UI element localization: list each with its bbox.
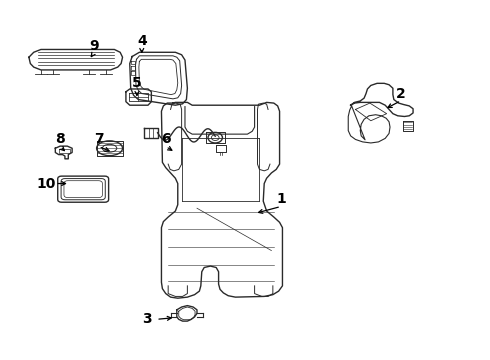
Text: 1: 1 bbox=[276, 192, 286, 206]
Text: 4: 4 bbox=[137, 33, 147, 48]
Text: 9: 9 bbox=[89, 39, 98, 53]
Text: 8: 8 bbox=[55, 132, 65, 147]
Text: 7: 7 bbox=[94, 132, 103, 147]
Text: 10: 10 bbox=[36, 176, 55, 190]
Text: 5: 5 bbox=[132, 76, 142, 90]
Text: 6: 6 bbox=[161, 132, 171, 147]
Text: 3: 3 bbox=[142, 312, 151, 327]
Text: 2: 2 bbox=[396, 86, 406, 100]
